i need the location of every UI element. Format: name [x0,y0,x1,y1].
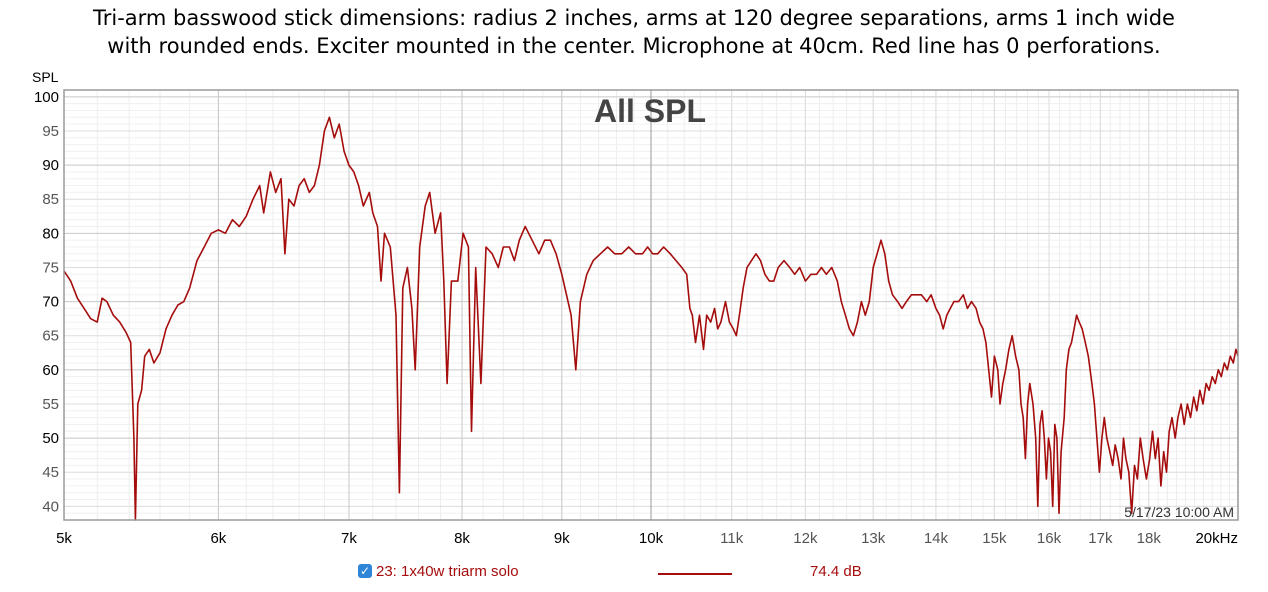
y-axis-label: SPL [32,69,59,85]
timestamp: 5/17/23 10:00 AM [1124,504,1234,520]
x-tick-label: 10k [639,530,664,547]
y-axis: 40 45 50 55 60 65 70 75 80 85 90 95 100 [34,89,59,516]
caption-line-1: Tri-arm basswood stick dimensions: radiu… [93,6,1175,30]
x-tick-label: 14k [924,530,949,547]
x-tick-label: 9k [554,530,570,547]
y-tick-label: 95 [42,123,59,140]
legend-series-value: 74.4 dB [810,563,862,580]
y-tick-label: 70 [42,294,59,311]
x-tick-label: 5k [56,530,72,547]
y-tick-label: 45 [42,464,59,481]
plot-border [63,89,1239,521]
y-tick-label: 60 [42,362,59,379]
legend-series-name: 23: 1x40w triarm solo [376,563,519,580]
x-tick-label: 15k [982,530,1007,547]
x-axis: 5k 6k 7k 8k 9k 10k 11k 12k 13k 14k 15k 16k 17k 18k 20k… [56,530,1238,547]
x-tick-label: 6k [210,530,226,547]
caption-line-2: with rounded ends. Exciter mounted in th… [107,34,1161,58]
x-tick-label: 11k [720,530,744,547]
x-tick-label: 16k [1037,530,1062,547]
y-tick-label: 40 [42,498,59,515]
series-line [63,116,1239,521]
series-checkbox[interactable]: ✓ [358,564,372,578]
series-group [63,116,1239,521]
y-tick-label: 55 [42,396,59,413]
grid [63,89,1239,521]
y-tick-label: 50 [42,430,59,447]
x-tick-label: 20kHz [1195,530,1238,547]
x-tick-label: 12k [793,530,818,547]
y-tick-label: 65 [42,328,59,345]
chart-title: All SPL [594,93,706,129]
spl-chart: SPL 5k 6k 7k 8k 9k 10k 11k 12k 13k 14k 15k 16k 17k 18… [32,69,1239,547]
legend-line-swatch [658,573,732,575]
y-tick-label: 100 [34,89,59,106]
x-tick-label: 8k [454,530,470,547]
x-tick-label: 7k [341,530,357,547]
legend: ✓ 23: 1x40w triarm solo 74.4 dB [358,562,958,584]
y-tick-label: 80 [42,225,59,242]
y-tick-label: 90 [42,157,59,174]
y-tick-label: 75 [42,259,59,276]
chart-caption: Tri-arm basswood stick dimensions: radiu… [0,4,1268,60]
x-tick-label: 13k [861,530,886,547]
x-tick-label: 17k [1088,530,1113,547]
x-tick-label: 18k [1137,530,1162,547]
y-tick-label: 85 [42,191,59,208]
